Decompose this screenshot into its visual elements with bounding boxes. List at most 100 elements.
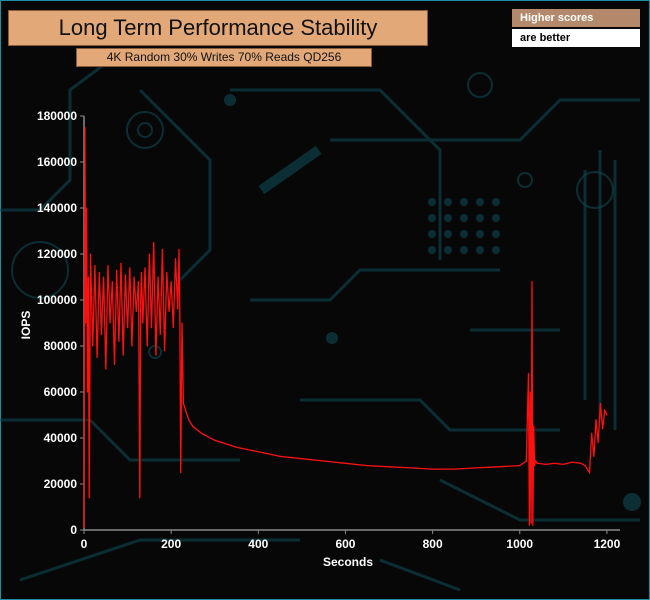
data-point (127, 327, 129, 329)
y-tick-label: 120000 (37, 247, 77, 261)
data-point (192, 425, 194, 428)
data-point (528, 524, 531, 527)
x-tick-label: 200 (161, 537, 181, 551)
data-point (323, 460, 325, 462)
data-point (133, 276, 135, 278)
data-point (602, 428, 604, 430)
data-point (86, 391, 89, 393)
data-point (113, 363, 116, 365)
data-point (83, 527, 85, 529)
data-point (122, 354, 124, 356)
data-point (140, 271, 143, 273)
data-point (534, 465, 536, 467)
data-point (529, 391, 531, 393)
data-point (533, 425, 535, 428)
data-point (181, 322, 183, 324)
data-point (344, 462, 347, 464)
data-point (135, 310, 137, 313)
y-tick-label: 140000 (37, 201, 77, 215)
data-point (571, 461, 573, 463)
data-point (180, 471, 182, 474)
data-point (527, 373, 530, 375)
data-point (214, 439, 216, 441)
data-point (116, 269, 118, 271)
data-point (109, 322, 111, 324)
y-axis-ticks: 0 20000 40000 60000 80000 100000 120000 140000 1… (37, 109, 84, 537)
data-point (580, 462, 582, 464)
data-point (599, 402, 602, 405)
data-point (235, 446, 238, 448)
data-point (168, 310, 170, 313)
data-point (532, 524, 534, 527)
data-point (497, 466, 499, 468)
data-point (174, 258, 177, 260)
data-point (161, 248, 163, 250)
y-tick-label: 60000 (44, 385, 78, 399)
y-tick-label: 100000 (37, 293, 77, 307)
legend-note-are-better: are better (512, 29, 640, 47)
x-tick-label: 600 (335, 537, 355, 551)
y-tick-label: 40000 (44, 431, 78, 445)
data-point (593, 455, 595, 457)
data-point (188, 419, 190, 421)
data-point (148, 253, 150, 255)
data-point (201, 432, 203, 434)
data-point (144, 267, 146, 269)
data-point (89, 253, 92, 255)
data-point (604, 409, 606, 411)
data-point (87, 276, 89, 278)
data-point (159, 333, 161, 336)
x-tick-label: 1000 (506, 537, 533, 551)
data-point (140, 299, 142, 301)
data-point (118, 340, 120, 342)
data-point (88, 497, 90, 499)
data-point (107, 264, 109, 267)
data-point (475, 467, 477, 469)
series-line (83, 127, 608, 528)
data-point (111, 281, 113, 283)
y-tick-label: 80000 (44, 339, 78, 353)
data-point (545, 463, 547, 465)
data-point (595, 419, 597, 421)
y-tick-label: 0 (70, 523, 77, 537)
x-axis-ticks: 0 200 400 600 800 1000 1200 (81, 530, 621, 551)
data-point (453, 468, 455, 470)
data-point (103, 276, 105, 278)
data-point (588, 471, 591, 474)
data-point (530, 522, 532, 524)
x-tick-label: 800 (423, 537, 443, 551)
data-point (388, 466, 390, 468)
data-point (279, 455, 281, 457)
chart-subtitle: 4K Random 30% Writes 70% Reads QD256 (76, 48, 372, 67)
data-point (98, 271, 100, 273)
data-point (85, 322, 87, 324)
data-point (183, 405, 185, 407)
y-tick-label: 160000 (37, 155, 77, 169)
data-point (562, 463, 564, 465)
data-point (584, 465, 586, 467)
data-point (155, 354, 157, 356)
data-point (172, 327, 174, 329)
data-point (164, 350, 166, 352)
y-tick-label: 180000 (37, 109, 77, 123)
data-point (100, 333, 102, 336)
data-point (166, 271, 168, 273)
data-point (150, 327, 153, 329)
data-point (410, 467, 412, 469)
data-point (120, 262, 122, 264)
data-point (84, 126, 86, 129)
x-tick-label: 1200 (594, 537, 621, 551)
data-point (170, 281, 172, 283)
data-point (153, 241, 155, 244)
data-point (124, 274, 126, 276)
legend-note-higher-scores: Higher scores (512, 9, 640, 27)
data-point (146, 345, 148, 347)
y-axis-title: IOPS (19, 311, 33, 340)
x-tick-label: 400 (248, 537, 268, 551)
y-tick-label: 20000 (44, 477, 78, 491)
data-point (179, 322, 181, 324)
data-point (366, 465, 368, 467)
data-point (182, 402, 184, 405)
data-point (257, 451, 259, 453)
